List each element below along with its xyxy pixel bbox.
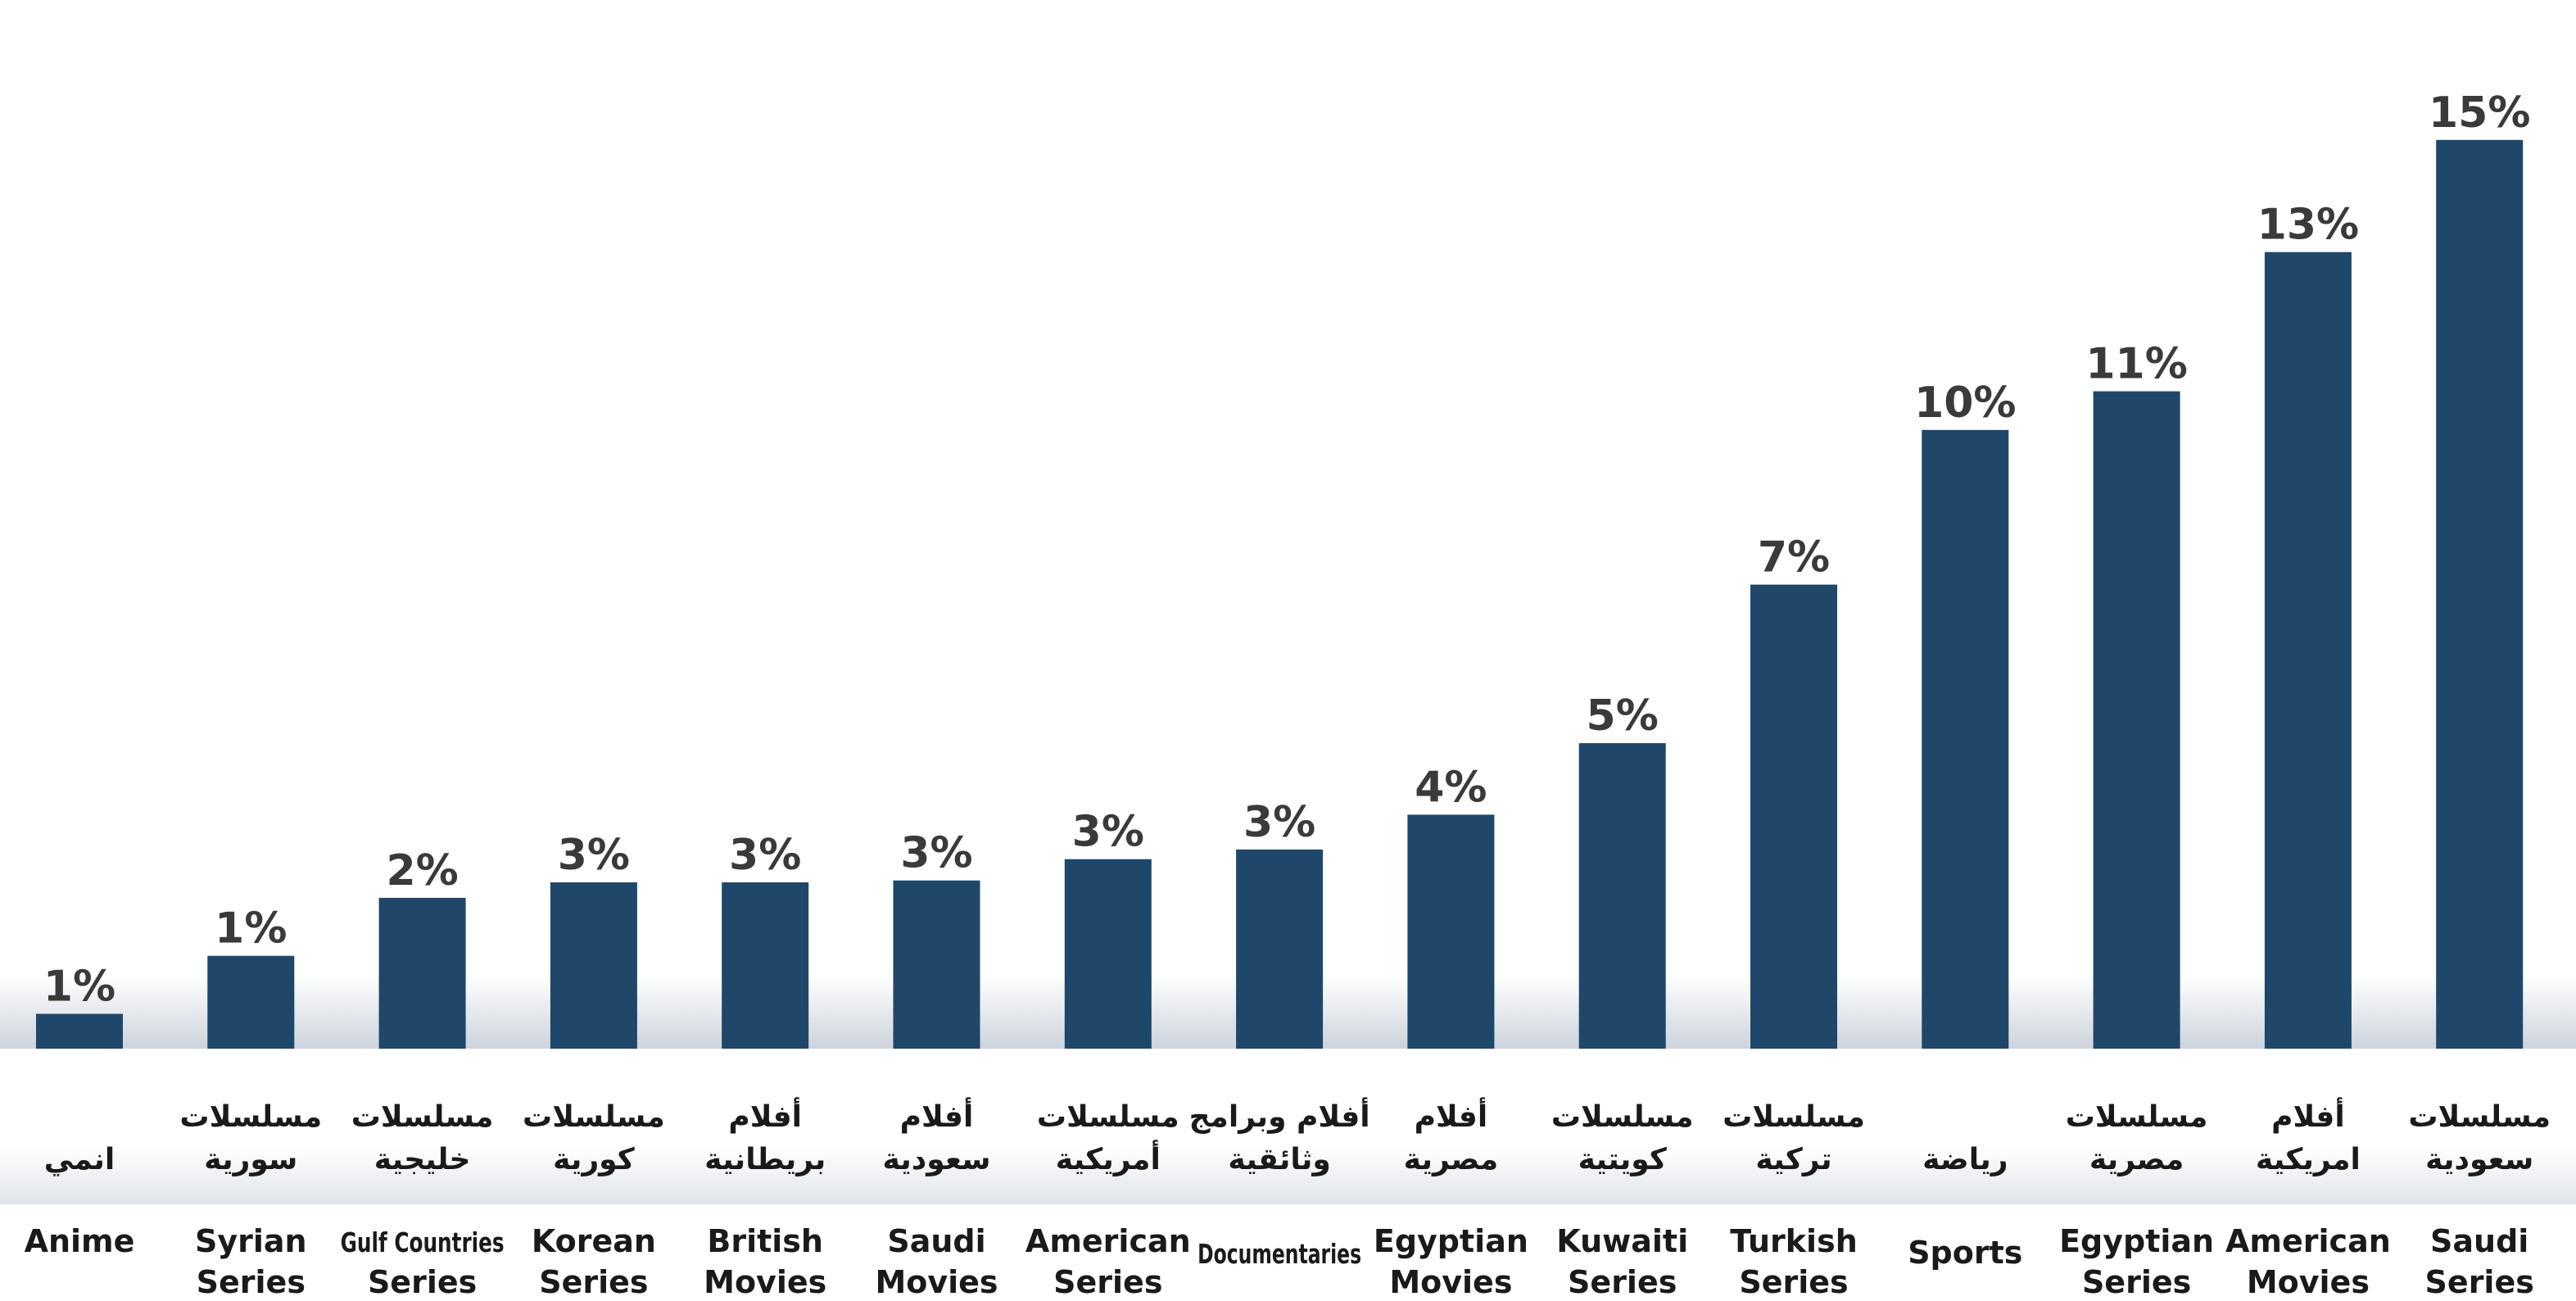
tick-label-english: Series	[2425, 1264, 2534, 1300]
tick-label-arabic: مسلسلات	[179, 1100, 322, 1134]
english-category-labels: Anime Syrian Series Gulf Countries Series Kor…	[25, 1223, 2534, 1300]
tick-label-english: Movies	[1389, 1264, 1512, 1300]
bar	[1922, 429, 2009, 1049]
bar	[36, 1013, 123, 1049]
tick-label-arabic: مصرية	[1404, 1143, 1499, 1176]
tick-label-english: Syrian	[195, 1223, 307, 1259]
data-label: 7%	[1758, 533, 1830, 583]
bar	[207, 955, 295, 1049]
tick-label-english: Saudi	[2430, 1223, 2528, 1259]
bar	[2093, 391, 2180, 1049]
data-label: 2%	[386, 846, 458, 895]
tick-label-arabic: أفلام	[900, 1097, 974, 1134]
tick-label-english: Series	[1053, 1264, 1162, 1300]
tick-label-arabic: خليجية	[374, 1143, 471, 1176]
tick-label-arabic: تركية	[1755, 1143, 1831, 1176]
tick-label-arabic: أفلام	[2271, 1097, 2345, 1134]
tick-label-arabic: كويتية	[1578, 1143, 1667, 1176]
tick-label-english: Documentaries	[1197, 1238, 1361, 1270]
tick-label-arabic: سعودية	[2425, 1143, 2533, 1176]
tick-label-arabic: مسلسلات	[2066, 1100, 2208, 1134]
data-label: 3%	[1243, 798, 1315, 847]
tick-label-arabic: مسلسلات	[2408, 1100, 2551, 1134]
tick-label-english: Movies	[875, 1264, 998, 1300]
tick-label-arabic: سورية	[204, 1143, 297, 1176]
tick-label-english: Egyptian	[2059, 1223, 2214, 1259]
bar	[1236, 849, 1324, 1049]
data-label: 5%	[1587, 691, 1659, 741]
tick-label-arabic: مسلسلات	[351, 1100, 494, 1134]
tick-label-english: Anime	[25, 1223, 135, 1259]
bar	[1578, 743, 1666, 1049]
value-labels: 1% 1% 2% 3% 3% 3% 3% 3% 4% 5% 7% 10% 11% 13% 15%	[43, 88, 2531, 1012]
tick-label-arabic: أفلام	[728, 1097, 802, 1134]
arabic-category-labels: انمي مسلسلات سورية مسلسلات خليجية مسلسلات كوري…	[44, 1097, 2551, 1176]
tick-label-english: American	[1025, 1223, 1191, 1259]
tick-label-arabic: مسلسلات	[1551, 1100, 1694, 1134]
tick-label-english: Series	[1739, 1264, 1848, 1300]
tick-label-english: Sports	[1908, 1235, 2022, 1271]
bar	[2264, 252, 2352, 1049]
tick-label-english: Saudi	[887, 1223, 985, 1259]
tick-label-english: Kuwaiti	[1556, 1223, 1688, 1259]
bar	[1407, 814, 1495, 1049]
data-label: 13%	[2257, 201, 2359, 250]
bar	[1064, 859, 1152, 1049]
tick-label-arabic: مسلسلات	[1037, 1100, 1179, 1134]
arabic-label-band	[0, 1147, 2576, 1204]
tick-label-english: American	[2225, 1223, 2391, 1259]
tick-label-arabic: أفلام وبرامج	[1189, 1097, 1370, 1134]
data-label: 11%	[2085, 340, 2187, 389]
tick-label-arabic: مصرية	[2089, 1143, 2184, 1176]
data-label: 3%	[729, 831, 801, 880]
tick-label-english: Series	[197, 1264, 306, 1300]
tick-label-english: Series	[2082, 1264, 2191, 1300]
tick-label-english: Series	[368, 1264, 477, 1300]
tick-label-english: Egyptian	[1374, 1223, 1528, 1259]
tick-label-arabic: مسلسلات	[523, 1100, 665, 1134]
data-label: 3%	[1072, 808, 1144, 857]
data-label: 4%	[1415, 763, 1487, 812]
bar	[550, 882, 637, 1049]
bar	[2436, 139, 2524, 1049]
tick-label-arabic: مسلسلات	[1723, 1100, 1865, 1134]
bar	[722, 882, 809, 1049]
data-label: 3%	[900, 829, 972, 878]
tick-label-english: Turkish	[1730, 1223, 1858, 1259]
tick-label-english: Series	[1568, 1264, 1677, 1300]
tick-label-arabic: بريطانية	[704, 1143, 826, 1176]
data-label: 3%	[558, 831, 630, 880]
tick-label-arabic: وثائقية	[1228, 1143, 1330, 1176]
tick-label-arabic: أفلام	[1415, 1097, 1488, 1134]
tick-label-arabic: رياضة	[1922, 1143, 2008, 1176]
tick-label-english: British	[707, 1223, 823, 1259]
tick-label-english: Series	[539, 1264, 648, 1300]
tick-label-arabic: أمريكية	[1056, 1140, 1161, 1176]
tick-label-english: Movies	[704, 1264, 826, 1300]
data-label: 15%	[2429, 88, 2530, 138]
data-label: 1%	[215, 904, 287, 954]
tick-label-arabic: سعودية	[882, 1143, 990, 1176]
tick-label-english: Korean	[532, 1223, 656, 1259]
tick-label-english: Gulf Countries	[341, 1226, 505, 1258]
bar	[1750, 584, 1837, 1049]
tick-label-arabic: انمي	[44, 1143, 115, 1176]
tick-label-english: Movies	[2247, 1264, 2370, 1300]
bar	[378, 897, 466, 1049]
tick-label-arabic: امريكية	[2256, 1143, 2361, 1176]
data-label: 1%	[43, 963, 115, 1012]
bar	[893, 880, 980, 1049]
tick-label-arabic: كورية	[553, 1143, 635, 1176]
data-label: 10%	[1914, 379, 2016, 428]
bars	[36, 139, 2524, 1049]
